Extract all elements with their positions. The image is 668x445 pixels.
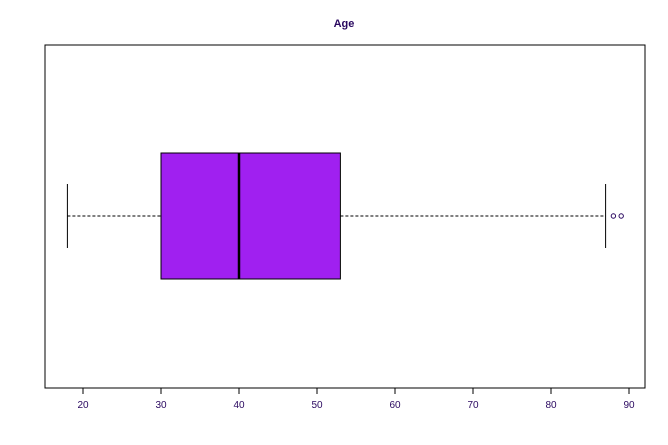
- outlier-point-1: [618, 213, 624, 219]
- outlier-point-0: [610, 213, 617, 219]
- x-tick-label-70: 70: [467, 400, 479, 411]
- x-tick-label-30: 30: [155, 400, 167, 411]
- x-tick-label-20: 20: [77, 400, 89, 411]
- chart-title: Age: [334, 18, 355, 30]
- x-tick-label-40: 40: [233, 400, 245, 411]
- x-tick-label-80: 80: [545, 400, 557, 411]
- x-tick-label-50: 50: [311, 400, 323, 411]
- x-tick-label-60: 60: [389, 400, 401, 411]
- x-tick-label-90: 90: [623, 400, 635, 411]
- iqr-box: [160, 152, 341, 280]
- box-layer: [66, 152, 624, 280]
- x-axis: 20 30 40 50 60 70 80 90: [77, 387, 635, 411]
